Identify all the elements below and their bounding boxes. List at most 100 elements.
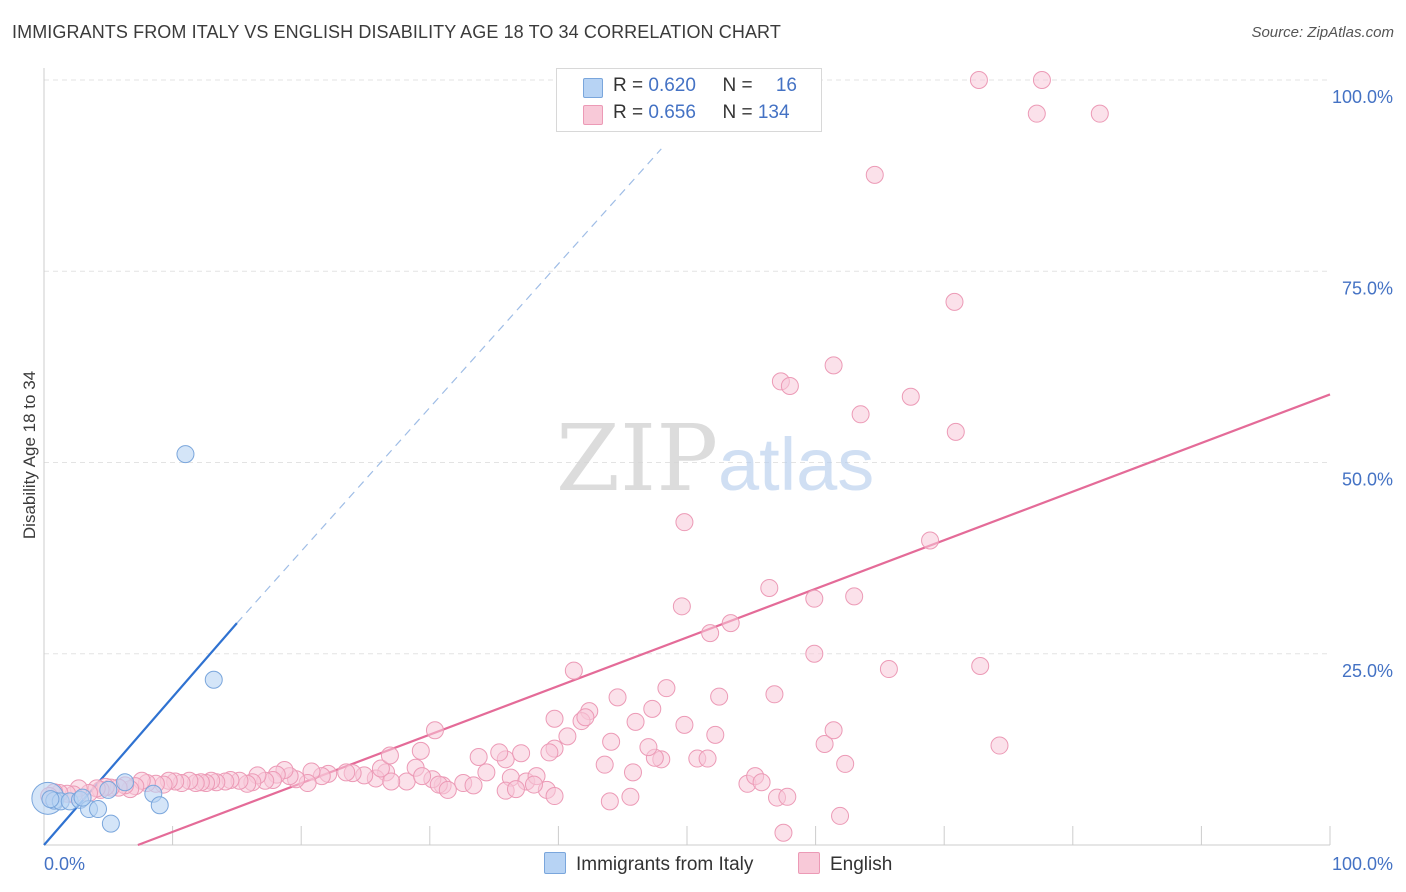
y-tick-label: 25.0%: [1342, 661, 1393, 681]
english-legend-swatch: [798, 852, 820, 874]
italy-swatch: [583, 78, 603, 98]
english-point: [1090, 104, 1109, 123]
english-point: [721, 614, 740, 633]
english-point: [1032, 71, 1051, 89]
chart-title: IMMIGRANTS FROM ITALY VS ENGLISH DISABIL…: [12, 22, 781, 42]
english-point: [945, 292, 964, 311]
english-point: [901, 387, 920, 406]
english-point: [380, 746, 399, 765]
italy-point: [204, 670, 223, 689]
english-point: [371, 759, 390, 778]
english-point: [464, 776, 483, 795]
english-point: [879, 660, 898, 679]
stats-legend: R = 0.620 N = 16 R = 0.656 N = 134: [556, 68, 822, 132]
x-tick-label: 100.0%: [1332, 854, 1393, 874]
italy-trend-line: [43, 622, 238, 846]
english-point: [545, 787, 564, 806]
english-point: [564, 661, 583, 680]
english-point: [971, 656, 990, 675]
english-point: [1027, 104, 1046, 123]
italy-legend-swatch: [544, 852, 566, 874]
r-label: R =: [613, 75, 649, 96]
english-point: [558, 727, 577, 746]
english-point: [512, 744, 531, 763]
legend-row-english-text: R = 0.656 N = 134: [613, 102, 790, 124]
english-point: [626, 712, 645, 731]
english-point: [411, 741, 430, 760]
english-point: [506, 780, 525, 799]
data-points: [31, 71, 1109, 842]
y-tick-label: 75.0%: [1342, 278, 1393, 298]
x-tick-label: 0.0%: [44, 854, 85, 874]
italy-point: [176, 445, 195, 464]
english-point: [780, 377, 799, 395]
english-point: [836, 754, 855, 773]
legend-row-italy-text: R = 0.620 N = 16: [613, 75, 797, 97]
english-point: [438, 780, 457, 799]
english-point: [602, 732, 621, 751]
english-point: [675, 715, 694, 734]
n-value: 134: [757, 102, 790, 123]
axes: [43, 68, 1331, 846]
italy-point: [150, 796, 169, 815]
english-point: [990, 736, 1009, 755]
english-point: [698, 749, 717, 768]
english-point: [710, 687, 729, 706]
english-point: [545, 709, 564, 728]
english-point: [778, 787, 797, 806]
english-point: [921, 531, 940, 550]
english-point: [752, 773, 771, 792]
english-point: [576, 708, 595, 727]
legend-item-english: English: [798, 852, 892, 876]
english-point: [815, 735, 834, 754]
n-label: N =: [722, 75, 758, 96]
watermark-atlas: atlas: [718, 423, 874, 506]
english-point: [701, 624, 720, 643]
english-point: [657, 679, 676, 698]
english-point: [643, 699, 662, 718]
legend-label-english: English: [830, 854, 893, 875]
r-label: R =: [613, 102, 649, 123]
gridlines: [44, 79, 1330, 655]
english-point: [469, 748, 488, 767]
english-point: [623, 763, 642, 782]
r-value: 0.656: [648, 102, 696, 123]
n-label: N =: [722, 102, 758, 123]
english-point: [382, 772, 401, 791]
italy-point: [99, 780, 118, 799]
legend-label-italy: Immigrants from Italy: [576, 854, 754, 875]
english-point: [477, 763, 496, 782]
english-point: [675, 513, 694, 532]
english-point: [865, 165, 884, 184]
y-tick-label: 50.0%: [1342, 470, 1393, 490]
italy-point: [41, 790, 60, 809]
english-point: [851, 405, 870, 424]
english-point: [672, 597, 691, 616]
italy-point: [73, 788, 92, 807]
english-point: [425, 721, 444, 740]
english-point: [524, 775, 543, 794]
english-point: [831, 806, 850, 825]
english-point: [600, 792, 619, 811]
english-point: [760, 578, 779, 597]
english-point: [621, 787, 640, 806]
english-point: [608, 688, 627, 707]
english-point: [774, 823, 793, 842]
english-point: [490, 743, 509, 762]
english-swatch: [583, 105, 603, 125]
english-point: [805, 644, 824, 663]
english-point: [413, 767, 432, 786]
english-point: [540, 743, 559, 762]
english-point: [805, 589, 824, 608]
italy-point: [89, 800, 108, 819]
y-tick-label: 100.0%: [1332, 87, 1393, 107]
english-point: [706, 725, 725, 744]
legend-item-italy: Immigrants from Italy: [544, 852, 753, 876]
watermark-zip: ZIP: [556, 405, 718, 512]
source-label: Source: ZipAtlas.com: [1251, 24, 1394, 41]
tick-labels: 25.0% 50.0% 75.0% 100.0% 0.0% 100.0%: [44, 87, 1393, 874]
english-point: [337, 763, 356, 782]
english-point: [765, 685, 784, 704]
english-point: [845, 587, 864, 606]
